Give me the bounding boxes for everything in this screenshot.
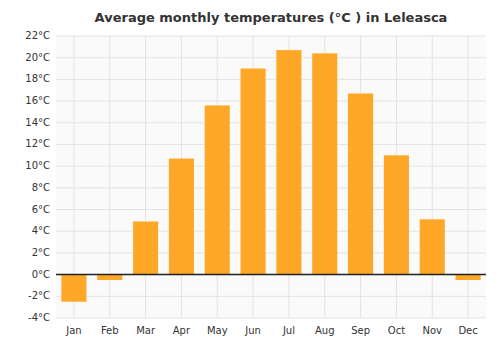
x-tick-label: Aug xyxy=(315,325,335,336)
grid-line xyxy=(145,36,146,318)
page: {"chart_data": {"type": "bar", "title": … xyxy=(0,0,500,350)
grid-line xyxy=(56,166,486,167)
y-tick-label: 12°C xyxy=(25,138,50,149)
grid-line xyxy=(56,79,486,80)
y-tick-label: 20°C xyxy=(25,52,50,63)
y-tick-label: 2°C xyxy=(32,247,50,258)
grid-line xyxy=(56,296,486,297)
grid-line xyxy=(56,209,486,210)
bar xyxy=(133,221,158,274)
y-tick-label: -2°C xyxy=(28,290,50,301)
grid-line xyxy=(56,57,486,58)
bar xyxy=(241,69,266,275)
x-tick-label: Mar xyxy=(136,325,156,336)
plot-area xyxy=(56,36,486,318)
grid-line xyxy=(56,122,486,123)
y-tick-label: 6°C xyxy=(32,204,50,215)
zero-line xyxy=(56,274,486,276)
bar xyxy=(456,275,481,280)
bar xyxy=(276,50,301,275)
bar xyxy=(169,159,194,275)
grid-line xyxy=(56,274,486,275)
grid-line xyxy=(56,101,486,102)
y-tick-label: 18°C xyxy=(25,73,50,84)
y-tick-label: 14°C xyxy=(25,117,50,128)
grid-line xyxy=(56,318,486,319)
grid-line xyxy=(56,144,486,145)
bar xyxy=(205,105,230,274)
grid-line xyxy=(432,36,433,318)
x-tick-label: Apr xyxy=(173,325,191,336)
grid xyxy=(56,36,486,318)
x-tick-label: Feb xyxy=(101,325,119,336)
grid-line xyxy=(56,187,486,188)
bar xyxy=(384,155,409,274)
x-tick-label: Jul xyxy=(282,325,295,336)
x-tick-label: Jan xyxy=(65,325,81,336)
y-tick-label: 8°C xyxy=(32,182,50,193)
x-tick-label: Jun xyxy=(244,325,261,336)
y-tick-label: 4°C xyxy=(32,225,50,236)
y-tick-label: 0°C xyxy=(32,269,50,280)
x-axis: Jan Feb Mar Apr May Jun Jul Aug Sep Oct Nov Dec xyxy=(65,325,478,336)
bar xyxy=(97,275,122,280)
x-tick-label: Sep xyxy=(351,325,370,336)
x-tick-label: Nov xyxy=(422,325,442,336)
bars xyxy=(61,50,480,302)
grid-line xyxy=(56,36,486,37)
bar xyxy=(312,53,337,274)
y-axis: -4°C -2°C 0°C 2°C 4°C 6°C 8°C 10°C 12°C 14°C 16°C 1… xyxy=(25,30,50,323)
y-tick-label: 10°C xyxy=(25,160,50,171)
chart: -4°C -2°C 0°C 2°C 4°C 6°C 8°C 10°C 12°C 14°C 16°C 1… xyxy=(0,0,500,350)
y-tick-label: -4°C xyxy=(28,312,50,323)
x-tick-label: Oct xyxy=(388,325,405,336)
bar xyxy=(61,275,86,302)
bar xyxy=(420,219,445,274)
x-tick-label: Dec xyxy=(458,325,477,336)
title: Average monthly temperatures (°C ) in Le… xyxy=(95,10,448,25)
y-tick-label: 16°C xyxy=(25,95,50,106)
x-tick-label: May xyxy=(207,325,228,336)
bar xyxy=(348,93,373,274)
y-tick-label: 22°C xyxy=(25,30,50,41)
